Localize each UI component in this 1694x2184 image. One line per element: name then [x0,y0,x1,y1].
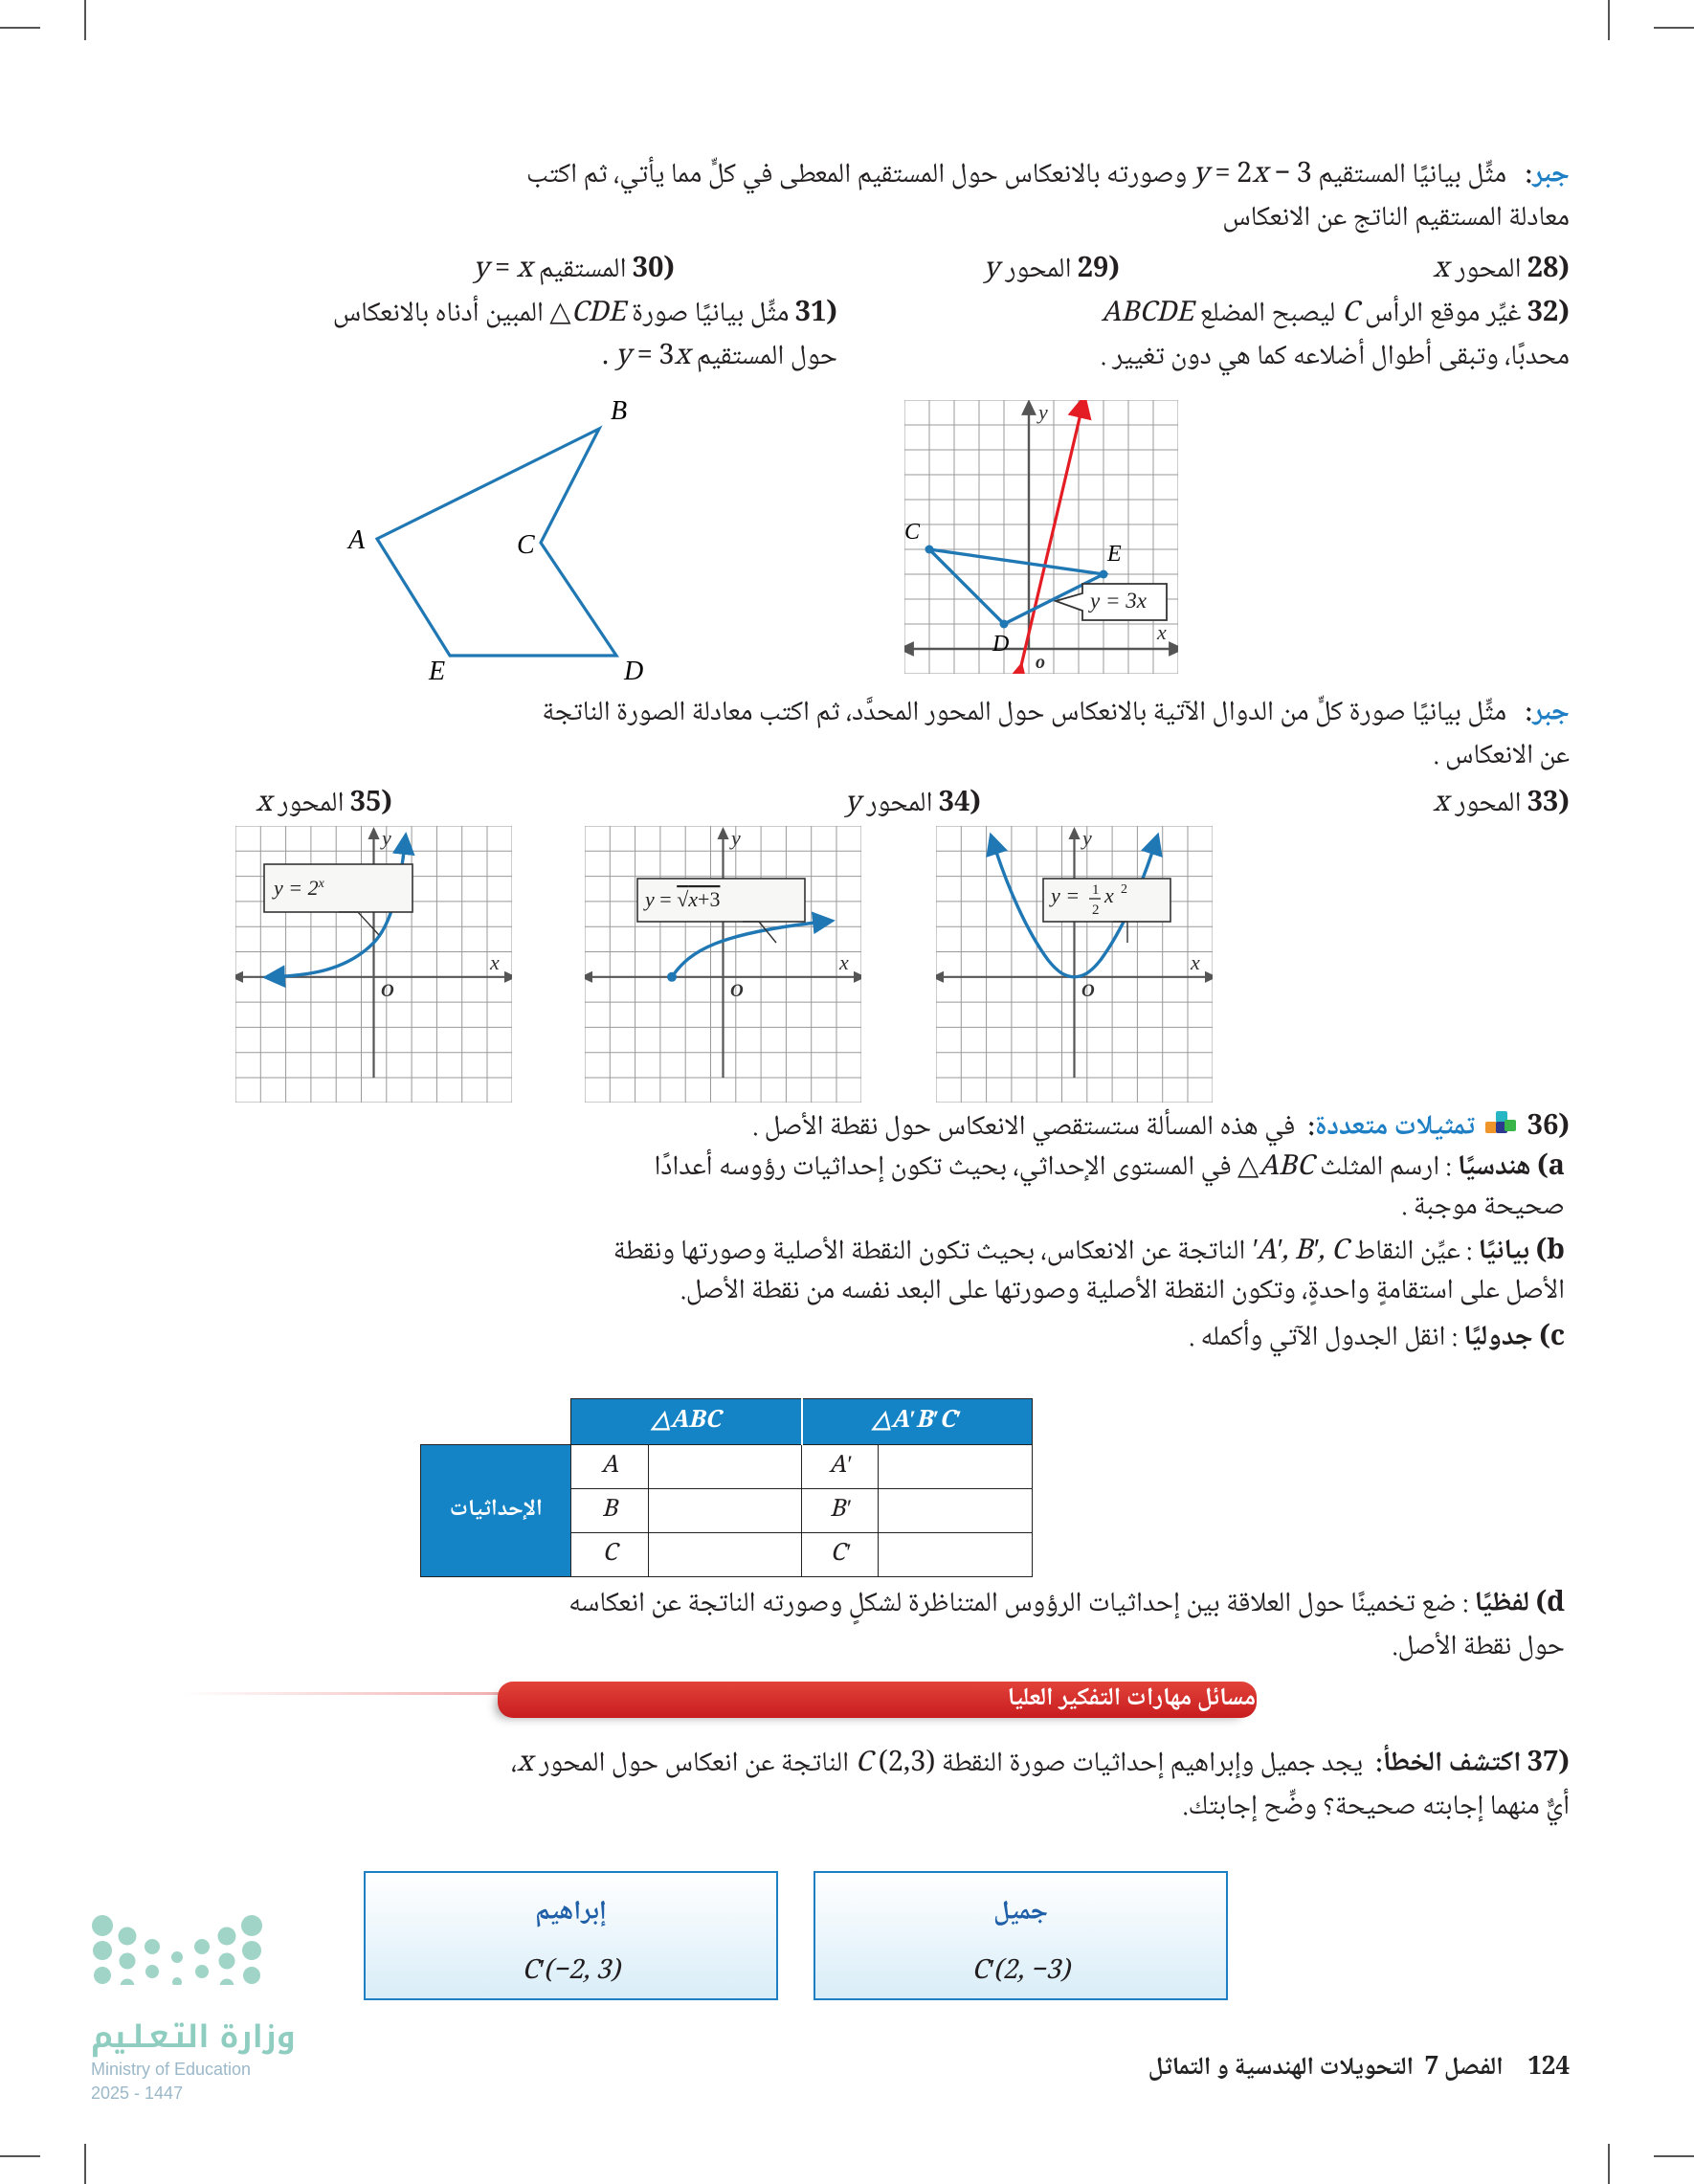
svg-text:C: C [904,520,921,545]
svg-text:y: y [1036,400,1048,424]
svg-text:x: x [838,950,849,974]
svg-text:D: D [623,657,643,680]
svg-text:y = √x+3: y = √x+3 [643,887,720,911]
svg-text:x: x [1190,950,1200,974]
svg-text:O: O [1081,981,1095,1001]
svg-text:y: y [380,826,391,850]
svg-text:o: o [1036,652,1045,673]
svg-text:O: O [730,981,744,1001]
svg-text:B: B [611,396,627,426]
svg-text:y: y [729,826,741,850]
svg-text:A: A [346,525,366,555]
svg-text:2: 2 [1092,903,1100,918]
svg-text:E: E [428,657,445,680]
svg-text:D: D [992,632,1009,657]
svg-text:x: x [489,950,500,974]
svg-text:C: C [517,530,535,560]
svg-text:x: x [1103,883,1114,907]
svg-text:y = 2x: y = 2x [272,876,325,900]
svg-text:O: O [381,981,394,1001]
svg-text:1: 1 [1092,882,1100,898]
svg-text:y: y [1081,826,1092,850]
svg-text:E: E [1106,542,1122,567]
svg-text:2: 2 [1121,882,1127,897]
svg-text:x: x [1156,620,1167,644]
svg-text:y =: y = [1049,883,1080,907]
svg-text:y = 3x: y = 3x [1088,589,1148,613]
